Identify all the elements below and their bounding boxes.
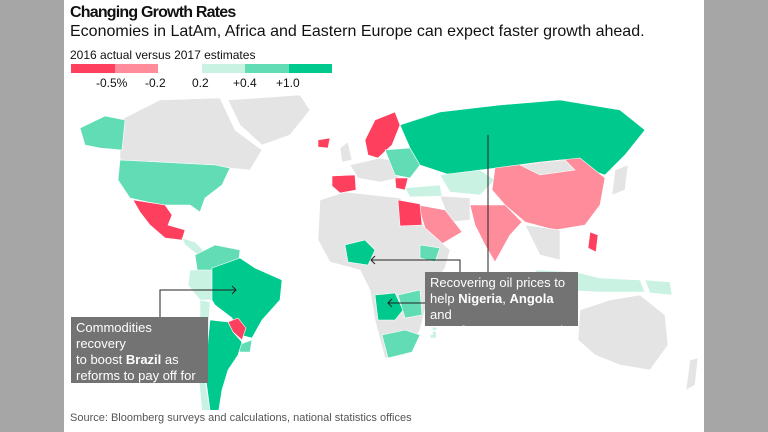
- callout-angola: Angola: [509, 291, 554, 306]
- legend-swatch: [288, 64, 332, 73]
- callout-text: Recovering oil prices to: [430, 275, 566, 290]
- legend-swatch: [245, 64, 289, 73]
- color-legend: [71, 64, 332, 73]
- chart-card: Changing Growth Rates Economies in LatAm…: [64, 0, 704, 432]
- callout-text: as: [161, 352, 179, 367]
- region-russia: [399, 99, 646, 176]
- region-scandinavia: [364, 111, 401, 159]
- region-mexico: [132, 199, 186, 241]
- callout-text: ,: [502, 291, 510, 306]
- callout-text: to boost: [76, 352, 126, 367]
- region-saudi-arabia: [417, 204, 463, 246]
- callout-text: help: [430, 291, 459, 306]
- region-angola: [374, 292, 404, 321]
- region-nigeria: [344, 239, 376, 266]
- region-ethiopia: [419, 244, 441, 263]
- region-east-africa: [397, 289, 423, 319]
- arrow-nigeria: [370, 255, 376, 265]
- callout-text: reforms to pay off for: [76, 368, 196, 383]
- chart-subtitle: Economies in LatAm, Africa and Eastern E…: [70, 23, 645, 40]
- region-china: [491, 157, 606, 231]
- leader-brazil: [159, 289, 236, 317]
- region-peru-ecuador: [187, 269, 216, 301]
- callout-brazil: Brazil: [125, 352, 162, 367]
- world-map: [79, 94, 699, 410]
- region-egypt: [397, 199, 423, 227]
- chart-title: Changing Growth Rates: [70, 4, 236, 21]
- region-japan: [611, 164, 629, 196]
- callout-nigeria: Nigeria: [458, 291, 503, 306]
- region-kazakhstan: [439, 169, 496, 196]
- leader-nigeria: [371, 259, 461, 272]
- region-uk: [339, 141, 353, 163]
- legend-label: -0.5%: [96, 76, 128, 90]
- callout-text: return to growth: [472, 323, 568, 338]
- region-turkey: [404, 184, 443, 198]
- legend-label: +1.0: [276, 76, 300, 90]
- region-australia: [577, 294, 669, 371]
- region-alaska: [79, 115, 126, 151]
- legend-label: 0.2: [192, 76, 209, 90]
- region-brazil: [211, 257, 283, 339]
- legend-swatch: [201, 64, 245, 73]
- legend-label: -0.2: [145, 76, 166, 90]
- legend-swatch: [71, 64, 115, 73]
- region-spain: [331, 174, 357, 194]
- callout-text: Commodities recovery: [76, 320, 152, 351]
- region-iceland: [317, 137, 331, 149]
- arrow-brazil: [231, 285, 237, 295]
- region-eastern-europe: [384, 147, 421, 179]
- source-note: Source: Bloomberg surveys and calculatio…: [70, 412, 412, 424]
- region-papua: [644, 279, 673, 296]
- region-greenland: [227, 94, 311, 146]
- legend-label: +0.4: [233, 76, 257, 90]
- callout-oil: Recovering oil prices to help Nigeria, A…: [425, 272, 578, 338]
- region-philippines: [587, 231, 599, 253]
- legend-title: 2016 actual versus 2017 estimates: [70, 48, 256, 62]
- region-usa: [117, 159, 231, 213]
- arrow-angola: [387, 298, 393, 308]
- region-southeast-asia: [524, 224, 561, 261]
- region-new-zealand: [685, 357, 699, 391]
- callout-russia: Russia: [430, 323, 473, 338]
- region-balkans: [394, 177, 409, 191]
- region-mongolia: [518, 159, 576, 176]
- region-southern-africa: [381, 329, 421, 359]
- callout-argentina: Argentina: [76, 384, 137, 399]
- callout-latam: Commodities recovery to boost Brazil as …: [71, 317, 208, 399]
- callout-text: and: [430, 307, 452, 322]
- legend-swatch: [158, 64, 202, 73]
- legend-swatch: [114, 64, 158, 73]
- region-india: [469, 204, 523, 263]
